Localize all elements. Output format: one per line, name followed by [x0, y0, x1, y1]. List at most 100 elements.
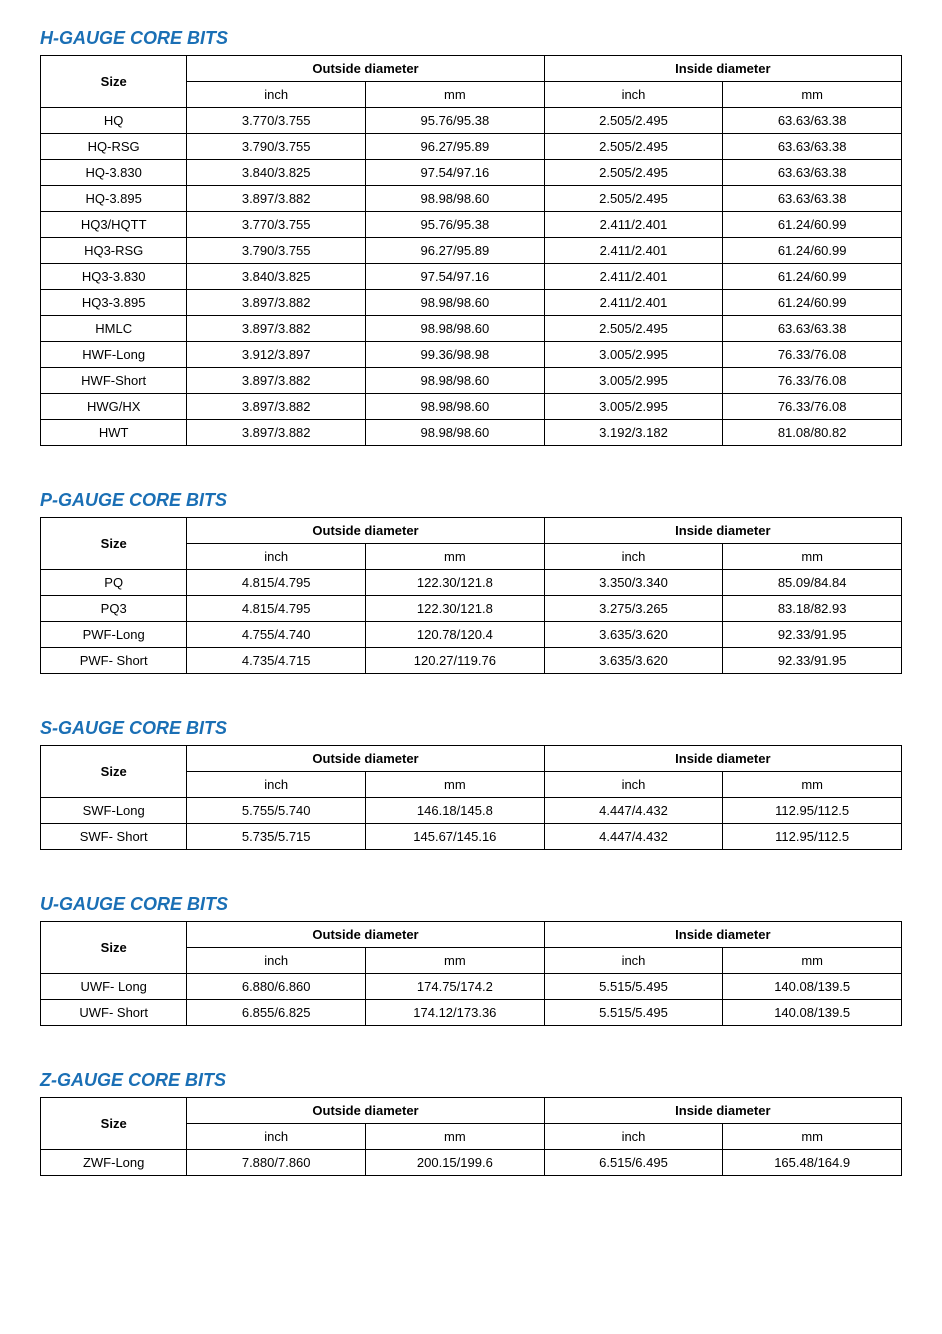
col-outside-mm: mm: [366, 948, 545, 974]
col-outside-mm: mm: [366, 544, 545, 570]
spec-table: SizeOutside diameterInside diameterinchm…: [40, 55, 902, 446]
col-size: Size: [41, 746, 187, 798]
cell-size: UWF- Long: [41, 974, 187, 1000]
cell-size: SWF-Long: [41, 798, 187, 824]
cell-value: 98.98/98.60: [366, 420, 545, 446]
cell-value: 140.08/139.5: [723, 1000, 902, 1026]
cell-value: 5.735/5.715: [187, 824, 366, 850]
table-row: HWG/HX3.897/3.88298.98/98.603.005/2.9957…: [41, 394, 902, 420]
cell-value: 165.48/164.9: [723, 1150, 902, 1176]
cell-value: 95.76/95.38: [366, 212, 545, 238]
col-outside-inch: inch: [187, 82, 366, 108]
cell-value: 2.411/2.401: [544, 264, 723, 290]
cell-size: SWF- Short: [41, 824, 187, 850]
table-row: HQ3-3.8303.840/3.82597.54/97.162.411/2.4…: [41, 264, 902, 290]
section-title: S-GAUGE CORE BITS: [40, 718, 902, 739]
table-row: HQ-3.8953.897/3.88298.98/98.602.505/2.49…: [41, 186, 902, 212]
table-row: PWF- Short4.735/4.715120.27/119.763.635/…: [41, 648, 902, 674]
col-size: Size: [41, 922, 187, 974]
cell-value: 3.840/3.825: [187, 160, 366, 186]
cell-value: 3.635/3.620: [544, 648, 723, 674]
table-row: PWF-Long4.755/4.740120.78/120.43.635/3.6…: [41, 622, 902, 648]
col-outside: Outside diameter: [187, 56, 544, 82]
cell-size: ZWF-Long: [41, 1150, 187, 1176]
col-outside-mm: mm: [366, 82, 545, 108]
col-inside-mm: mm: [723, 544, 902, 570]
col-size: Size: [41, 518, 187, 570]
spec-table: SizeOutside diameterInside diameterinchm…: [40, 517, 902, 674]
cell-value: 98.98/98.60: [366, 290, 545, 316]
section-title: U-GAUGE CORE BITS: [40, 894, 902, 915]
cell-size: HMLC: [41, 316, 187, 342]
cell-value: 3.912/3.897: [187, 342, 366, 368]
cell-value: 96.27/95.89: [366, 238, 545, 264]
col-inside-inch: inch: [544, 1124, 723, 1150]
table-row: ZWF-Long7.880/7.860200.15/199.66.515/6.4…: [41, 1150, 902, 1176]
cell-value: 85.09/84.84: [723, 570, 902, 596]
cell-value: 174.75/174.2: [366, 974, 545, 1000]
col-outside: Outside diameter: [187, 922, 544, 948]
table-row: HQ3-RSG3.790/3.75596.27/95.892.411/2.401…: [41, 238, 902, 264]
col-inside: Inside diameter: [544, 56, 901, 82]
col-inside-mm: mm: [723, 772, 902, 798]
cell-value: 7.880/7.860: [187, 1150, 366, 1176]
cell-value: 2.411/2.401: [544, 238, 723, 264]
cell-value: 4.447/4.432: [544, 798, 723, 824]
cell-value: 98.98/98.60: [366, 316, 545, 342]
cell-value: 3.897/3.882: [187, 316, 366, 342]
section-title: H-GAUGE CORE BITS: [40, 28, 902, 49]
cell-value: 2.505/2.495: [544, 160, 723, 186]
cell-value: 61.24/60.99: [723, 212, 902, 238]
cell-size: PQ: [41, 570, 187, 596]
cell-value: 3.790/3.755: [187, 238, 366, 264]
table-row: HQ3-3.8953.897/3.88298.98/98.602.411/2.4…: [41, 290, 902, 316]
cell-size: HWG/HX: [41, 394, 187, 420]
cell-value: 2.411/2.401: [544, 212, 723, 238]
cell-value: 174.12/173.36: [366, 1000, 545, 1026]
cell-value: 3.897/3.882: [187, 368, 366, 394]
cell-value: 3.350/3.340: [544, 570, 723, 596]
cell-value: 63.63/63.38: [723, 316, 902, 342]
cell-value: 145.67/145.16: [366, 824, 545, 850]
cell-value: 61.24/60.99: [723, 290, 902, 316]
cell-size: HQ-RSG: [41, 134, 187, 160]
col-inside-mm: mm: [723, 82, 902, 108]
table-row: HQ3.770/3.75595.76/95.382.505/2.49563.63…: [41, 108, 902, 134]
col-outside-inch: inch: [187, 1124, 366, 1150]
table-section: H-GAUGE CORE BITSSizeOutside diameterIns…: [40, 28, 902, 446]
col-inside: Inside diameter: [544, 1098, 901, 1124]
cell-value: 3.275/3.265: [544, 596, 723, 622]
cell-value: 200.15/199.6: [366, 1150, 545, 1176]
cell-size: HWF-Short: [41, 368, 187, 394]
table-section: Z-GAUGE CORE BITSSizeOutside diameterIns…: [40, 1070, 902, 1176]
col-inside-inch: inch: [544, 772, 723, 798]
col-outside: Outside diameter: [187, 1098, 544, 1124]
cell-value: 2.505/2.495: [544, 186, 723, 212]
cell-value: 97.54/97.16: [366, 160, 545, 186]
cell-value: 98.98/98.60: [366, 368, 545, 394]
cell-value: 3.897/3.882: [187, 420, 366, 446]
col-outside: Outside diameter: [187, 746, 544, 772]
cell-value: 112.95/112.5: [723, 798, 902, 824]
cell-size: PWF- Short: [41, 648, 187, 674]
cell-size: PWF-Long: [41, 622, 187, 648]
spec-table: SizeOutside diameterInside diameterinchm…: [40, 921, 902, 1026]
col-inside: Inside diameter: [544, 922, 901, 948]
col-inside-inch: inch: [544, 544, 723, 570]
cell-value: 63.63/63.38: [723, 108, 902, 134]
cell-size: HQ3-RSG: [41, 238, 187, 264]
table-row: SWF-Long5.755/5.740146.18/145.84.447/4.4…: [41, 798, 902, 824]
cell-value: 4.815/4.795: [187, 570, 366, 596]
cell-value: 95.76/95.38: [366, 108, 545, 134]
cell-value: 3.005/2.995: [544, 394, 723, 420]
section-title: Z-GAUGE CORE BITS: [40, 1070, 902, 1091]
section-title: P-GAUGE CORE BITS: [40, 490, 902, 511]
table-section: P-GAUGE CORE BITS SizeOutside diameterIns…: [40, 490, 902, 674]
col-inside-mm: mm: [723, 1124, 902, 1150]
cell-value: 4.815/4.795: [187, 596, 366, 622]
table-section: S-GAUGE CORE BITSSizeOutside diameterIns…: [40, 718, 902, 850]
cell-value: 76.33/76.08: [723, 394, 902, 420]
table-row: HWF-Short3.897/3.88298.98/98.603.005/2.9…: [41, 368, 902, 394]
cell-value: 3.635/3.620: [544, 622, 723, 648]
cell-value: 2.505/2.495: [544, 134, 723, 160]
